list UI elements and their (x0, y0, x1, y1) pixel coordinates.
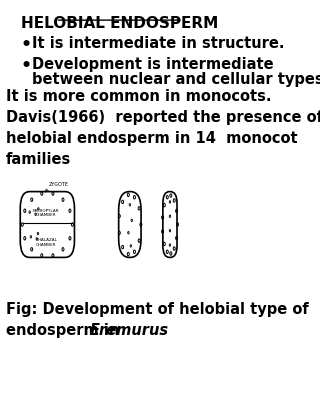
Text: between nuclear and cellular types.: between nuclear and cellular types. (32, 72, 320, 87)
Text: •: • (20, 57, 31, 75)
Text: •: • (20, 36, 31, 54)
Text: CHALAZAL
CHAMBER: CHALAZAL CHAMBER (36, 238, 57, 247)
Text: MICROPYLAR
CHAMBER: MICROPYLAR CHAMBER (33, 209, 60, 217)
Text: ZYGOTE: ZYGOTE (49, 182, 69, 187)
Text: Eremurus: Eremurus (90, 322, 169, 337)
Text: HELOBIAL ENDOSPERM: HELOBIAL ENDOSPERM (20, 16, 218, 31)
Text: Fig: Development of helobial type of
endosperm in: Fig: Development of helobial type of end… (6, 301, 309, 337)
Text: It is intermediate in structure.: It is intermediate in structure. (32, 36, 284, 51)
Text: Development is intermediate: Development is intermediate (32, 57, 274, 72)
Text: It is more common in monocots.
Davis(1966)  reported the presence of
helobial en: It is more common in monocots. Davis(196… (6, 89, 320, 167)
